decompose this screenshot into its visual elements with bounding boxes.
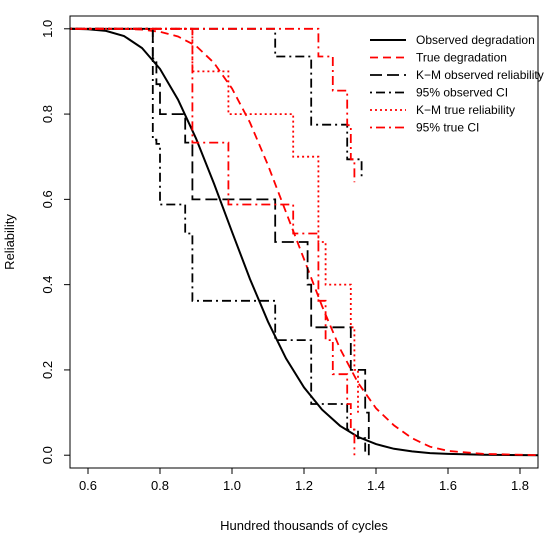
legend-label: K−M observed reliability bbox=[416, 68, 544, 82]
legend-label: K−M true reliability bbox=[416, 103, 515, 117]
series-line-4 bbox=[70, 27, 363, 181]
legend-label: Observed degradation bbox=[416, 33, 535, 47]
legend-label: 95% observed CI bbox=[416, 86, 508, 100]
y-tick-label: 0.6 bbox=[40, 190, 55, 208]
series-line-7 bbox=[70, 27, 356, 456]
x-tick-label: 0.6 bbox=[79, 478, 97, 493]
y-axis: 0.0 0.2 0.4 0.6 0.8 1.0 bbox=[40, 20, 71, 464]
x-tick-label: 1.2 bbox=[295, 478, 313, 493]
x-axis-title: Hundred thousands of cycles bbox=[220, 518, 388, 533]
y-tick-label: 0.4 bbox=[40, 276, 55, 294]
y-tick-label: 1.0 bbox=[40, 20, 55, 38]
y-axis-title: Reliability bbox=[2, 214, 17, 270]
series-layer bbox=[69, 27, 539, 457]
x-axis: 0.6 0.8 1.0 1.2 1.4 1.6 1.8 bbox=[79, 467, 529, 493]
series-line-5 bbox=[70, 27, 359, 413]
y-tick-label: 0.2 bbox=[40, 361, 55, 379]
x-tick-label: 1.8 bbox=[511, 478, 529, 493]
legend-label: True degradation bbox=[416, 51, 507, 65]
x-tick-label: 1.0 bbox=[223, 478, 241, 493]
y-tick-label: 0.0 bbox=[40, 446, 55, 464]
y-tick-label: 0.8 bbox=[40, 105, 55, 123]
x-tick-label: 1.6 bbox=[439, 478, 457, 493]
series-line-1 bbox=[70, 27, 539, 457]
x-tick-label: 0.8 bbox=[151, 478, 169, 493]
legend: Observed degradation True degradation K−M … bbox=[370, 33, 544, 135]
series-line-2 bbox=[70, 27, 370, 456]
x-tick-label: 1.4 bbox=[367, 478, 385, 493]
legend-label: 95% true CI bbox=[416, 121, 479, 135]
series-line-6 bbox=[70, 27, 356, 183]
series-line-0 bbox=[69, 27, 539, 457]
series-line-3 bbox=[70, 27, 367, 456]
